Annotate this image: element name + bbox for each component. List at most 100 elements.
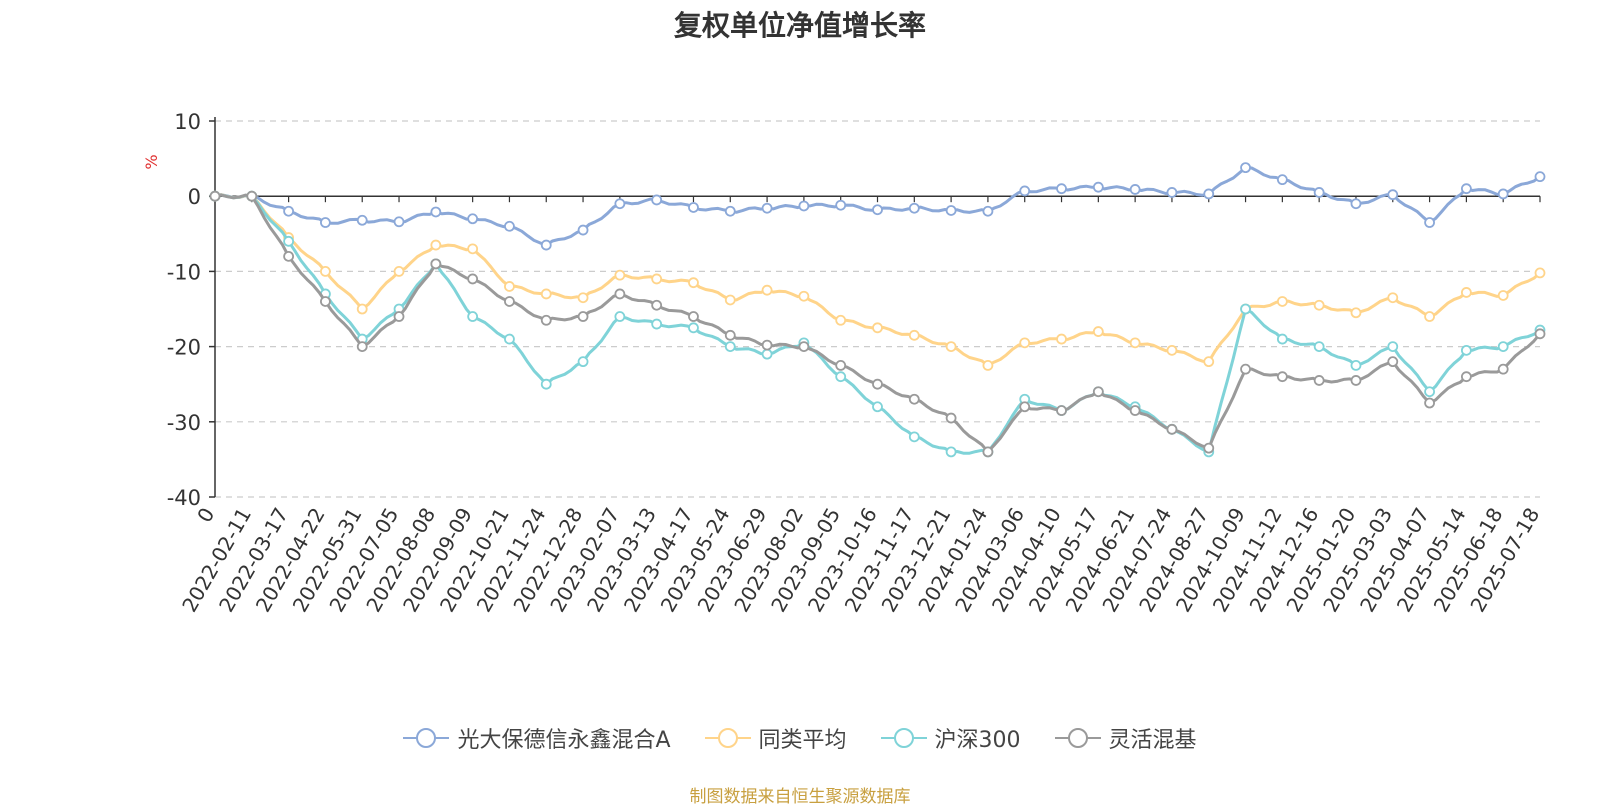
data-point bbox=[798, 341, 810, 353]
legend-item[interactable]: 灵活混基 bbox=[1054, 722, 1197, 754]
data-point bbox=[1313, 375, 1325, 386]
y-tick-labels: 10 0 -10 -20 -30 -40 bbox=[167, 110, 201, 510]
data-point bbox=[688, 277, 699, 289]
y-axis-label: % bbox=[142, 154, 161, 169]
data-point bbox=[356, 303, 368, 315]
data-point bbox=[724, 294, 736, 306]
data-point bbox=[945, 446, 957, 458]
legend-label: 灵活混基 bbox=[1108, 728, 1197, 753]
data-point bbox=[1350, 198, 1362, 210]
data-point bbox=[945, 341, 957, 353]
data-point bbox=[835, 199, 847, 211]
data-point bbox=[651, 318, 663, 330]
data-point bbox=[393, 311, 405, 322]
data-point bbox=[320, 217, 331, 228]
data-point bbox=[1240, 303, 1251, 315]
y-tick-label: 0 bbox=[188, 185, 201, 209]
data-point bbox=[504, 296, 515, 307]
data-point bbox=[430, 239, 442, 251]
data-point bbox=[1092, 181, 1104, 193]
data-point bbox=[1092, 386, 1104, 398]
data-point bbox=[430, 206, 442, 218]
data-point bbox=[835, 359, 847, 371]
data-point bbox=[1276, 296, 1288, 307]
data-point bbox=[1424, 217, 1435, 228]
data-point bbox=[283, 205, 295, 217]
x-tick-label: 0 bbox=[192, 504, 219, 527]
data-point bbox=[283, 235, 295, 247]
data-point bbox=[504, 220, 515, 232]
data-point bbox=[540, 314, 552, 326]
data-point bbox=[688, 202, 699, 213]
data-point bbox=[504, 281, 515, 292]
y-tick-label: -10 bbox=[167, 260, 201, 284]
data-point bbox=[1460, 371, 1472, 383]
data-point bbox=[614, 311, 626, 322]
y-tick-label: -40 bbox=[167, 486, 201, 510]
legend: 光大保德信永鑫混合A 同类平均 沪深300 灵活混基 bbox=[0, 722, 1600, 754]
data-point bbox=[1166, 187, 1178, 198]
data-point bbox=[1313, 187, 1325, 198]
data-point bbox=[1166, 423, 1178, 435]
y-tick-label: -30 bbox=[167, 411, 201, 435]
data-point bbox=[467, 213, 479, 225]
data-point bbox=[1534, 328, 1546, 340]
legend-marker-icon bbox=[1054, 727, 1101, 749]
data-point bbox=[577, 224, 589, 236]
data-point bbox=[1460, 183, 1472, 195]
data-point bbox=[283, 250, 295, 262]
data-point bbox=[1129, 337, 1141, 349]
data-point bbox=[504, 333, 515, 345]
data-point bbox=[1056, 405, 1067, 416]
data-point bbox=[1019, 185, 1031, 197]
data-point bbox=[724, 341, 736, 353]
data-point bbox=[1129, 184, 1141, 195]
data-point bbox=[651, 194, 663, 206]
data-point bbox=[430, 258, 442, 270]
data-point bbox=[1240, 363, 1251, 375]
data-point bbox=[614, 288, 626, 300]
legend-item[interactable]: 同类平均 bbox=[704, 722, 847, 754]
data-point bbox=[1056, 183, 1067, 195]
data-point bbox=[1497, 341, 1509, 353]
data-point bbox=[1424, 397, 1435, 409]
data-point bbox=[1387, 292, 1399, 304]
chart-title: 复权单位净值增长率 bbox=[673, 9, 926, 42]
data-point bbox=[1203, 188, 1215, 200]
data-point bbox=[1240, 162, 1251, 174]
data-point bbox=[872, 322, 883, 334]
legend-marker-icon bbox=[704, 727, 751, 749]
legend-label: 光大保德信永鑫混合A bbox=[457, 728, 671, 753]
data-point bbox=[1166, 344, 1178, 356]
data-point bbox=[1276, 333, 1288, 345]
data-point bbox=[1092, 326, 1104, 337]
data-point bbox=[577, 292, 589, 304]
data-point bbox=[835, 314, 847, 326]
data-point bbox=[1350, 375, 1362, 386]
data-point bbox=[1387, 356, 1399, 368]
data-point bbox=[1056, 333, 1067, 345]
data-point bbox=[540, 378, 552, 390]
data-point bbox=[1276, 371, 1288, 383]
legend-item[interactable]: 光大保德信永鑫混合A bbox=[403, 722, 671, 754]
data-point bbox=[761, 284, 773, 296]
data-point bbox=[761, 339, 773, 351]
data-point bbox=[761, 202, 773, 214]
data-point bbox=[540, 288, 552, 300]
data-point bbox=[651, 273, 663, 285]
data-point bbox=[1424, 311, 1435, 322]
legend-item[interactable]: 沪深300 bbox=[880, 722, 1021, 754]
data-point bbox=[1350, 307, 1362, 319]
data-point bbox=[1276, 174, 1288, 186]
data-point bbox=[246, 190, 258, 202]
data-point bbox=[1534, 171, 1546, 183]
legend-label: 同类平均 bbox=[758, 728, 847, 753]
data-point bbox=[872, 401, 883, 413]
data-point bbox=[614, 198, 626, 210]
data-point bbox=[1497, 363, 1509, 375]
x-tick-labels: 02022-02-112022-03-172022-04-222022-05-3… bbox=[177, 504, 1544, 617]
legend-label: 沪深300 bbox=[934, 728, 1021, 753]
data-point bbox=[908, 202, 920, 214]
data-point bbox=[908, 431, 920, 443]
